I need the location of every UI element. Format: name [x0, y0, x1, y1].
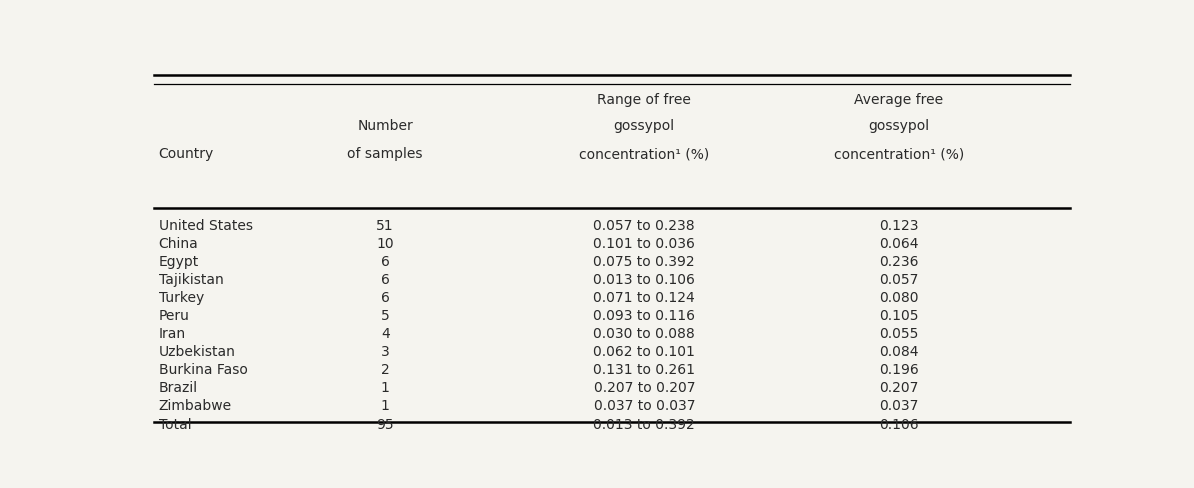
Text: Burkina Faso: Burkina Faso — [159, 363, 247, 377]
Text: Turkey: Turkey — [159, 290, 204, 305]
Text: 0.207 to 0.207: 0.207 to 0.207 — [593, 381, 695, 395]
Text: 2: 2 — [381, 363, 389, 377]
Text: 0.075 to 0.392: 0.075 to 0.392 — [593, 254, 695, 268]
Text: Egypt: Egypt — [159, 254, 198, 268]
Text: 0.101 to 0.036: 0.101 to 0.036 — [593, 236, 695, 250]
Text: gossypol: gossypol — [868, 119, 929, 133]
Text: 5: 5 — [381, 308, 389, 323]
Text: 0.055: 0.055 — [879, 326, 918, 341]
Text: 0.037: 0.037 — [879, 399, 918, 412]
Text: Brazil: Brazil — [159, 381, 198, 395]
Text: 0.084: 0.084 — [879, 345, 918, 359]
Text: 0.105: 0.105 — [879, 308, 918, 323]
Text: United States: United States — [159, 218, 252, 232]
Text: 4: 4 — [381, 326, 389, 341]
Text: 3: 3 — [381, 345, 389, 359]
Text: 0.062 to 0.101: 0.062 to 0.101 — [593, 345, 695, 359]
Text: 6: 6 — [381, 272, 389, 286]
Text: 0.106: 0.106 — [879, 417, 918, 430]
Text: 0.064: 0.064 — [879, 236, 918, 250]
Text: Zimbabwe: Zimbabwe — [159, 399, 232, 412]
Text: concentration¹ (%): concentration¹ (%) — [579, 147, 709, 161]
Text: Iran: Iran — [159, 326, 185, 341]
Text: 0.236: 0.236 — [879, 254, 918, 268]
Text: Peru: Peru — [159, 308, 190, 323]
Text: 0.013 to 0.106: 0.013 to 0.106 — [593, 272, 695, 286]
Text: Average free: Average free — [854, 92, 943, 106]
Text: Number: Number — [357, 119, 413, 133]
Text: 51: 51 — [376, 218, 394, 232]
Text: 0.196: 0.196 — [879, 363, 918, 377]
Text: 0.093 to 0.116: 0.093 to 0.116 — [593, 308, 695, 323]
Text: 0.123: 0.123 — [879, 218, 918, 232]
Text: Country: Country — [159, 147, 214, 161]
Text: Uzbekistan: Uzbekistan — [159, 345, 235, 359]
Text: China: China — [159, 236, 198, 250]
Text: 0.131 to 0.261: 0.131 to 0.261 — [593, 363, 695, 377]
Text: concentration¹ (%): concentration¹ (%) — [833, 147, 964, 161]
Text: 6: 6 — [381, 290, 389, 305]
Text: 6: 6 — [381, 254, 389, 268]
Text: 0.057 to 0.238: 0.057 to 0.238 — [593, 218, 695, 232]
Text: 0.207: 0.207 — [879, 381, 918, 395]
Text: 0.057: 0.057 — [879, 272, 918, 286]
Text: 0.037 to 0.037: 0.037 to 0.037 — [593, 399, 695, 412]
Text: 0.013 to 0.392: 0.013 to 0.392 — [593, 417, 695, 430]
Text: 95: 95 — [376, 417, 394, 430]
Text: 0.071 to 0.124: 0.071 to 0.124 — [593, 290, 695, 305]
Text: Range of free: Range of free — [597, 92, 691, 106]
Text: gossypol: gossypol — [614, 119, 675, 133]
Text: 10: 10 — [376, 236, 394, 250]
Text: 1: 1 — [381, 381, 389, 395]
Text: 0.080: 0.080 — [879, 290, 918, 305]
Text: Tajikistan: Tajikistan — [159, 272, 223, 286]
Text: 0.030 to 0.088: 0.030 to 0.088 — [593, 326, 695, 341]
Text: Total: Total — [159, 417, 191, 430]
Text: 1: 1 — [381, 399, 389, 412]
Text: of samples: of samples — [347, 147, 423, 161]
